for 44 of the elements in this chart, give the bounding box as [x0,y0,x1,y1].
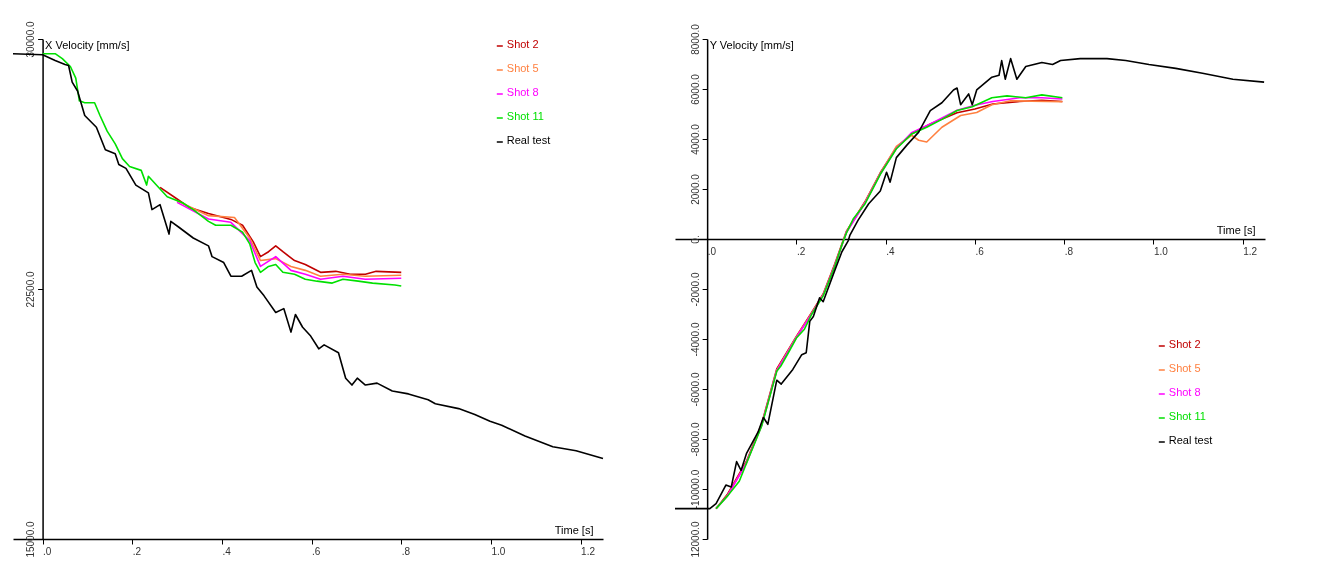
legend-label: Shot 11 [1168,410,1206,422]
x-axis-title: Time [s] [554,523,594,536]
y-tick-label: 15000.0 [25,520,37,558]
legend-label: Shot 2 [1168,338,1201,350]
y-tick-label: -2000.0 [689,272,701,307]
legend-label: Shot 8 [1168,386,1201,398]
x-tick-label: .2 [796,245,806,257]
y-tick-label: 30000.0 [25,20,37,58]
legend-label: Shot 2 [506,38,539,50]
y-axis-title: X Velocity [mm/s] [45,38,130,51]
legend-label: Shot 11 [506,110,544,122]
x-tick-label: .6 [975,245,985,257]
x-tick-label: .2 [132,545,142,557]
y-tick-label: -8000.0 [689,422,701,457]
x-tick-label: 1.0 [491,545,506,557]
line-series [41,52,403,287]
y-tick-label: 2000.0 [689,173,701,205]
y-tick-label: 8000.0 [689,23,701,55]
x-tick-label: .0 [707,245,717,257]
x-tick-label: .4 [222,545,232,557]
y-tick-label: -4000.0 [689,322,701,357]
y-tick-label: 6000.0 [689,73,701,105]
legend-label: Real test [1168,434,1213,446]
line-series [159,186,403,276]
x-tick-label: .4 [886,245,895,257]
legend-label: Shot 5 [506,62,539,74]
y-tick-label: 22500.0 [25,270,37,308]
y-tick-label: -10000.0 [689,469,701,510]
x-axis-title: Time [s] [1216,223,1256,236]
legend-label: Real test [506,134,551,146]
x-tick-label: 1.2 [581,545,596,557]
y-tick-label: 4000.0 [689,123,701,155]
y-tick-label: 0. [689,235,701,244]
y-tick-label: -6000.0 [689,372,701,407]
x-tick-label: 1.2 [1243,245,1258,257]
x-tick-label: 1.0 [1153,245,1169,257]
legend-label: Shot 8 [506,86,539,98]
x-tick-label: .8 [401,545,411,557]
x-tick-label: .0 [43,545,52,557]
y-tick-label: 12000.0 [689,520,701,558]
y-axis-title: Y Velocity [mm/s] [709,38,794,51]
x-tick-label: .6 [312,545,321,557]
x-tick-label: .8 [1064,245,1074,257]
legend-label: Shot 5 [1168,362,1201,374]
